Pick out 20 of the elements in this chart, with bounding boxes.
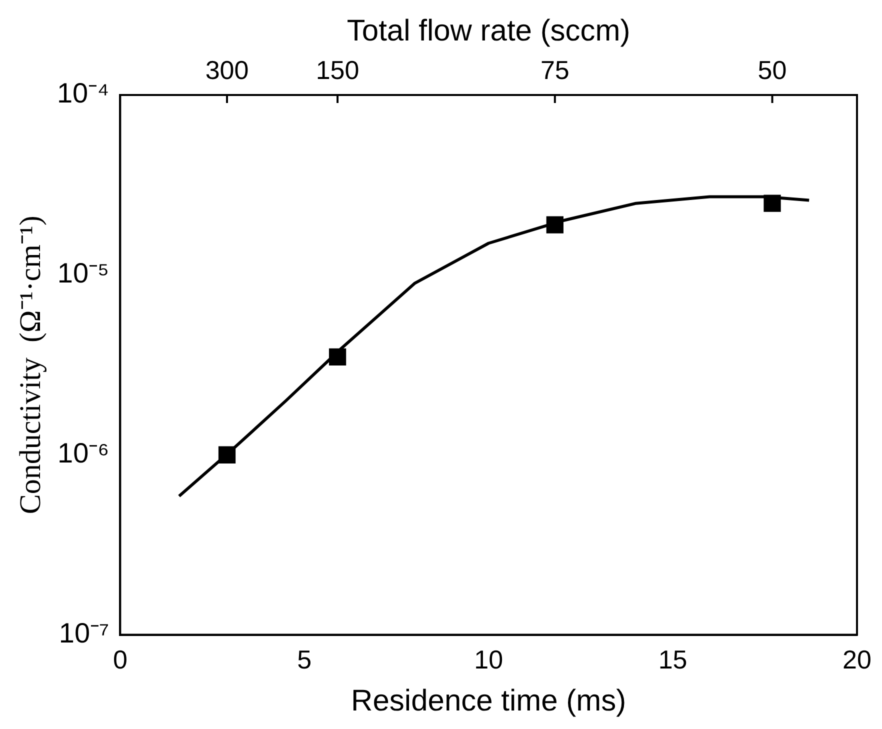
x-tick-label: 20 [842,644,872,675]
y-tick-label: 10⁻⁵ [57,258,110,289]
y-tick-label: 10⁻⁷ [58,618,110,649]
annotation: 150 [316,55,360,86]
y-tick-label: 10⁻⁴ [56,78,110,109]
y-tick-label: 10⁻⁶ [58,438,110,469]
point [546,216,564,234]
x-tick-label: 15 [658,644,688,675]
x-tick-label: 0 [112,644,128,675]
x-tick-label: 5 [297,644,312,675]
x-tick-label: 10 [474,644,504,675]
x2-axis-title: Total flow rate (sccm) [346,14,630,48]
point [764,194,781,212]
y-axis-title: Conductivity (Ω⁻¹·cm⁻¹) [14,216,47,514]
annotation: 75 [540,55,570,86]
annotation: 50 [758,55,787,86]
point [328,348,346,366]
x-axis-title: Residence time (ms) [351,684,626,718]
point [218,446,236,464]
annotation: 300 [205,55,249,86]
